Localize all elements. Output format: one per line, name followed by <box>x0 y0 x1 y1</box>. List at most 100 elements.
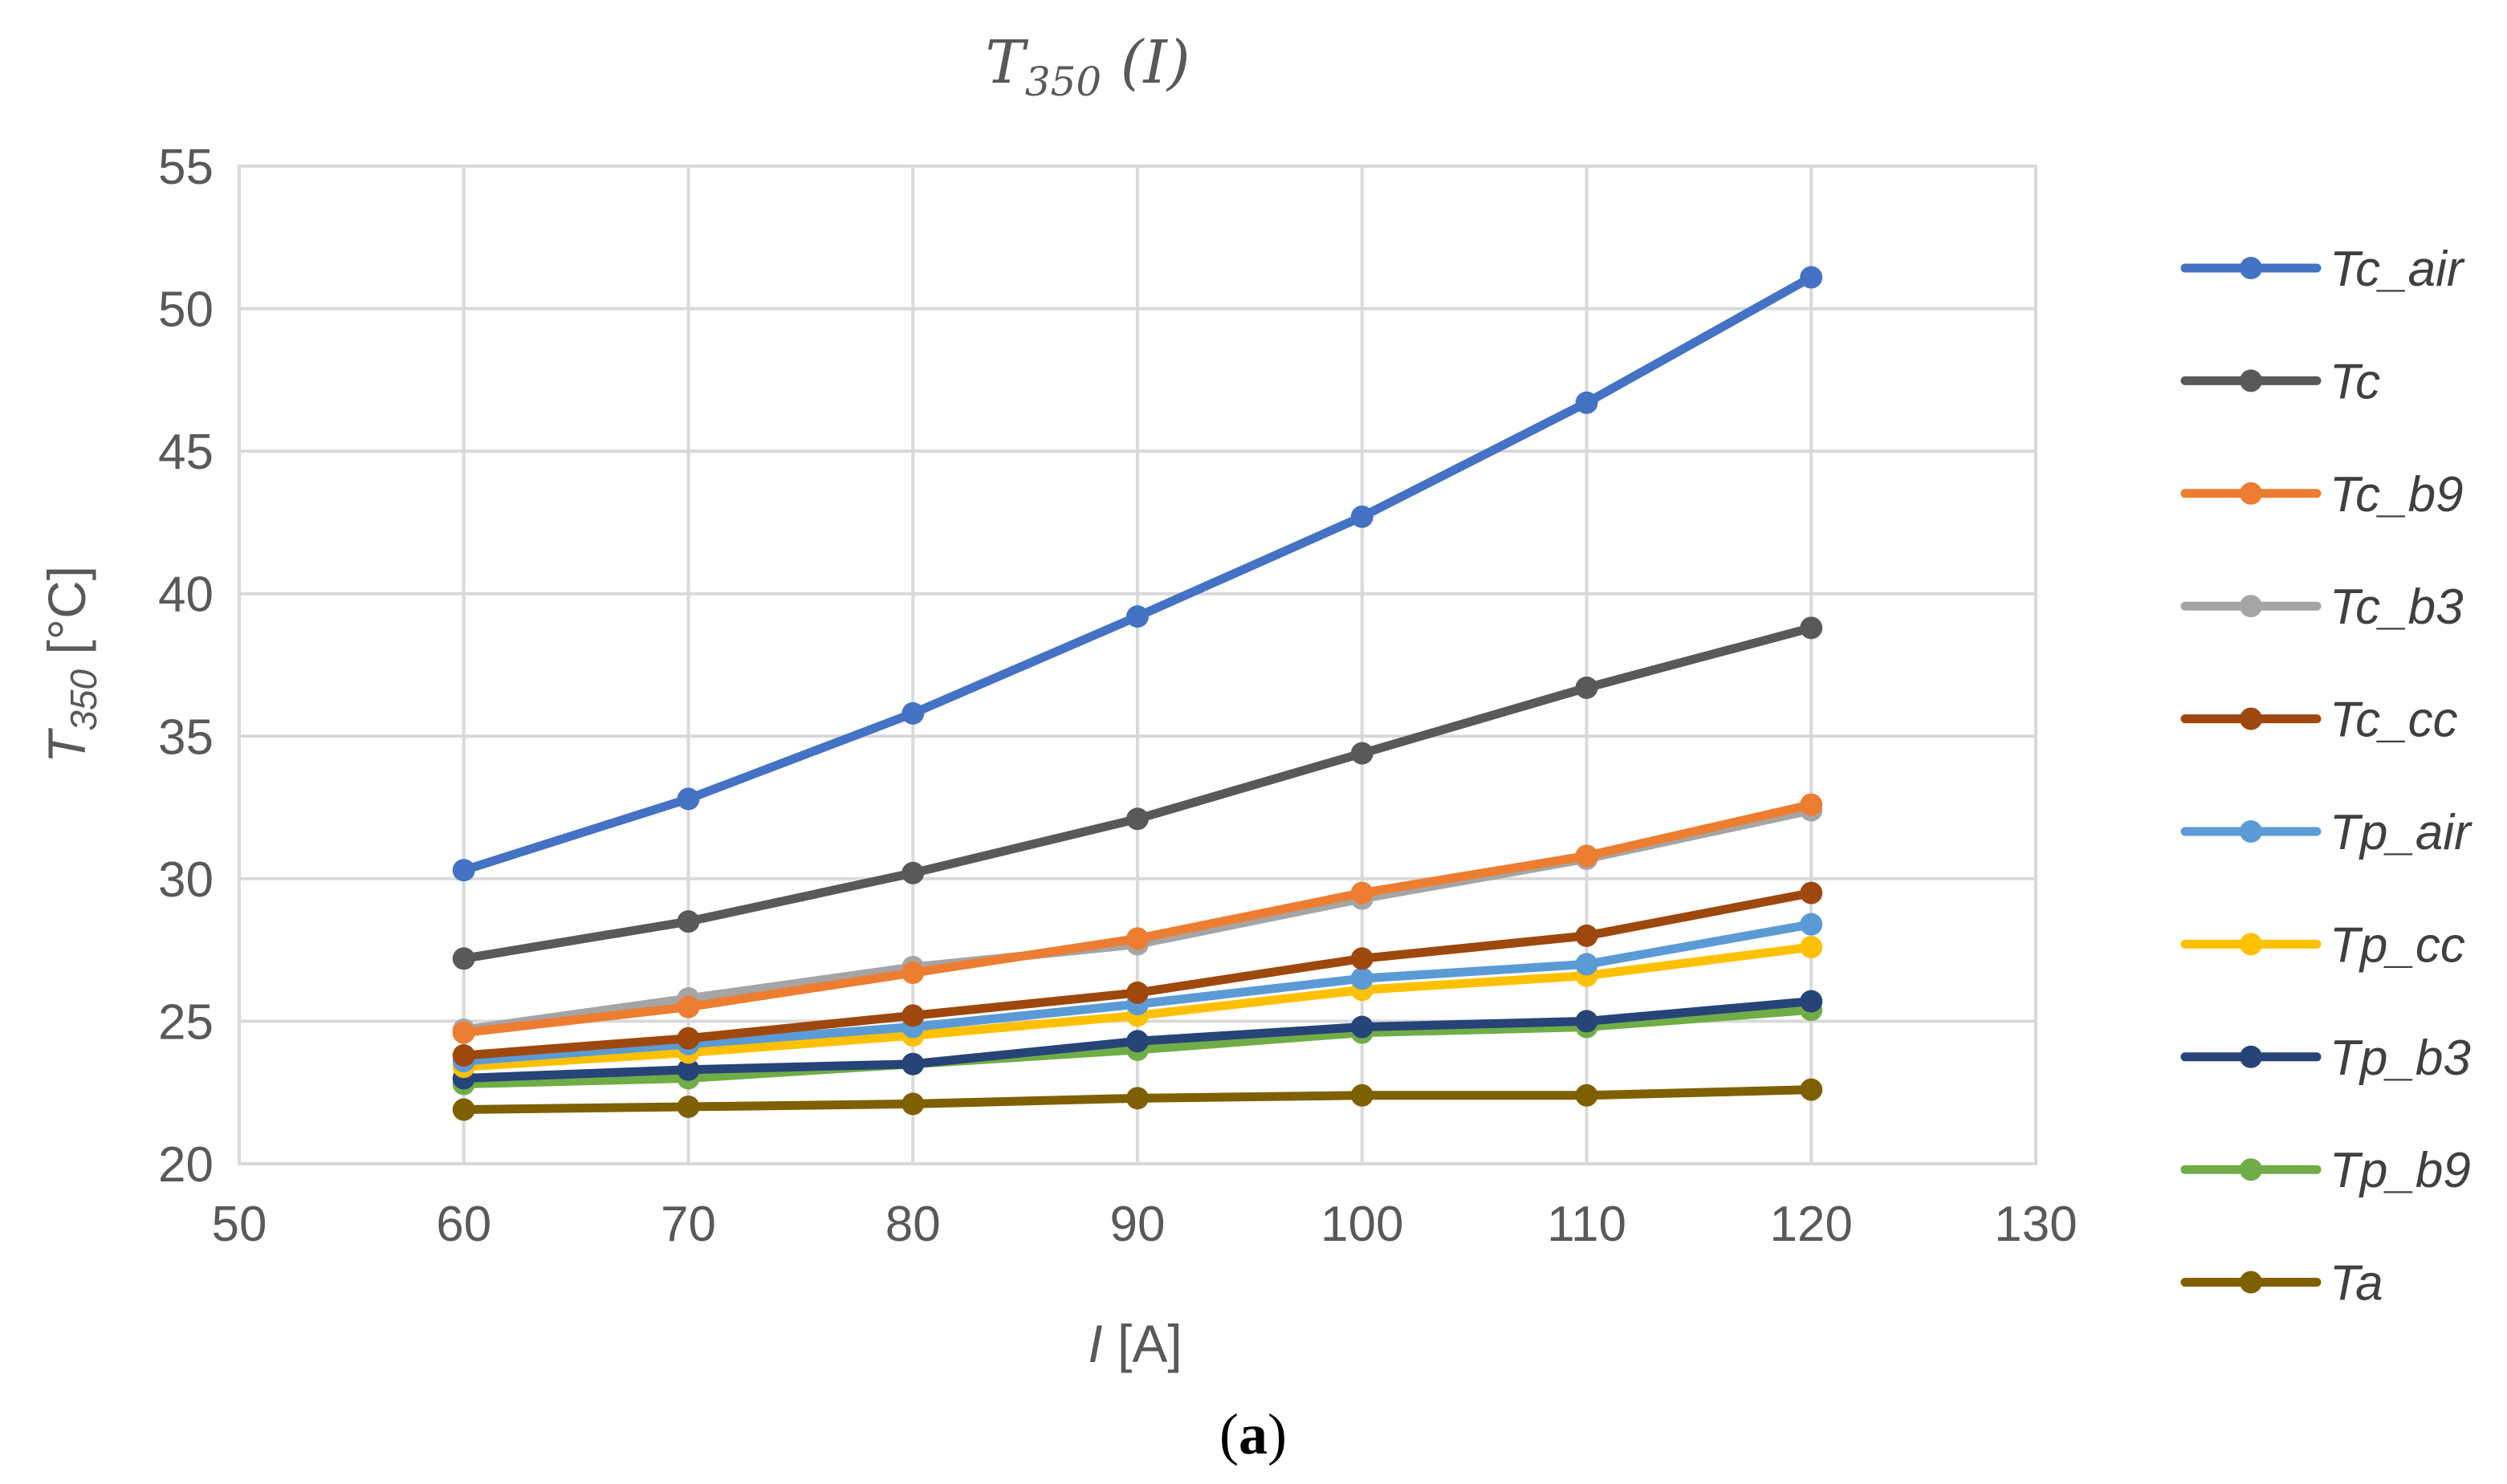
legend-label: Tc_air <box>2330 242 2465 297</box>
legend-label: Tc_cc <box>2330 693 2458 748</box>
data-point <box>1800 793 1823 816</box>
series-tc-air <box>452 266 1823 882</box>
legend-item: Tc_cc <box>2180 693 2458 748</box>
x-tick-labels: 50 60 70 80 90 100 110 120 130 <box>212 1197 2078 1252</box>
series-tc-b9 <box>452 793 1823 1044</box>
data-point <box>1800 936 1823 959</box>
legend-marker <box>2240 1271 2262 1294</box>
x-tick-label: 60 <box>436 1197 491 1252</box>
data-point <box>1126 1087 1149 1110</box>
data-point <box>677 787 700 811</box>
legend-marker <box>2240 1158 2262 1181</box>
data-point <box>1800 913 1823 936</box>
data-point <box>1800 1078 1823 1101</box>
y-tick-label: 20 <box>158 1137 214 1193</box>
y-axis-label: T350 [°C] <box>37 566 104 763</box>
legend-label: Tp_b3 <box>2330 1031 2471 1086</box>
legend-label: Tc <box>2330 354 2380 409</box>
data-point <box>1575 1010 1598 1033</box>
data-point <box>452 859 475 882</box>
data-point <box>901 1092 925 1116</box>
y-tick-label: 45 <box>158 425 214 480</box>
data-point <box>452 1098 475 1121</box>
legend-marker <box>2240 1045 2262 1068</box>
data-point <box>901 701 925 725</box>
data-point <box>1575 844 1598 868</box>
chart-title: T350 (I) <box>985 28 1190 105</box>
data-point <box>1350 947 1374 970</box>
data-point <box>677 1058 700 1081</box>
y-tick-label: 25 <box>158 994 214 1050</box>
data-point <box>452 947 475 970</box>
y-tick-label: 40 <box>158 567 214 623</box>
y-tick-label: 30 <box>158 852 214 908</box>
data-point <box>677 1027 700 1050</box>
series-ta <box>452 1078 1823 1121</box>
data-point <box>901 1004 925 1027</box>
legend-marker <box>2240 257 2262 279</box>
legend-marker <box>2240 707 2262 730</box>
data-point <box>1126 605 1149 628</box>
legend-marker <box>2240 820 2262 843</box>
legend-label: Tp_cc <box>2330 917 2465 973</box>
data-point <box>1800 266 1823 289</box>
data-point <box>901 1052 925 1075</box>
legend-label: Tp_air <box>2330 805 2472 860</box>
data-point <box>677 1095 700 1118</box>
data-point <box>452 1044 475 1067</box>
data-point <box>901 962 925 985</box>
plot-area-frame <box>238 165 2037 1165</box>
data-point <box>452 1021 475 1044</box>
y-tick-label: 55 <box>158 140 214 195</box>
legend-label: Ta <box>2330 1256 2383 1311</box>
x-tick-label: 50 <box>212 1197 267 1252</box>
data-point <box>1126 807 1149 831</box>
data-point <box>1350 505 1374 528</box>
data-point <box>901 861 925 884</box>
data-point <box>1575 676 1598 699</box>
x-tick-label: 80 <box>885 1197 941 1252</box>
data-point <box>1575 924 1598 947</box>
data-point <box>1575 391 1598 414</box>
data-point <box>677 995 700 1018</box>
legend-item: Tc_air <box>2180 242 2465 297</box>
data-point <box>1126 1030 1149 1053</box>
series-layer <box>452 266 1823 1121</box>
x-tick-label: 130 <box>1994 1197 2077 1252</box>
legend-item: Tp_air <box>2180 805 2472 860</box>
data-point <box>1350 881 1374 905</box>
y-tick-label: 35 <box>158 709 214 765</box>
legend-marker <box>2240 595 2262 618</box>
y-tick-label: 50 <box>158 283 214 338</box>
legend-label: Tc_b9 <box>2330 467 2464 522</box>
series-tc-cc <box>452 881 1823 1067</box>
x-tick-label: 110 <box>1547 1197 1626 1252</box>
series-tp-b3 <box>452 990 1823 1090</box>
legend-item: Ta <box>2180 1256 2383 1311</box>
data-point <box>1800 616 1823 640</box>
legend-item: Tp_b9 <box>2180 1143 2471 1198</box>
y-tick-labels: 20 25 30 35 40 45 50 55 <box>158 140 214 1193</box>
data-point <box>677 910 700 933</box>
x-axis-label: I [A] <box>1088 1314 1182 1373</box>
data-point <box>1350 967 1374 990</box>
data-point <box>1800 990 1823 1013</box>
legend-item: Tp_cc <box>2180 917 2465 973</box>
data-point <box>1126 981 1149 1004</box>
x-tick-label: 100 <box>1321 1197 1403 1252</box>
legend-marker <box>2240 933 2262 956</box>
data-point <box>1126 927 1149 950</box>
legend-label: Tp_b9 <box>2330 1143 2471 1198</box>
x-tick-label: 120 <box>1770 1197 1853 1252</box>
data-point <box>1575 1084 1598 1107</box>
x-tick-label: 70 <box>661 1197 716 1252</box>
data-point <box>1350 742 1374 765</box>
legend-item: Tp_b3 <box>2180 1031 2471 1086</box>
legend-label: Tc_b3 <box>2330 579 2464 635</box>
legend-item: Tc_b9 <box>2180 467 2464 522</box>
data-point <box>1350 1015 1374 1039</box>
data-point <box>1350 1084 1374 1107</box>
legend-item: Tc_b3 <box>2180 579 2464 635</box>
figure-caption: (a) <box>1219 1402 1287 1466</box>
